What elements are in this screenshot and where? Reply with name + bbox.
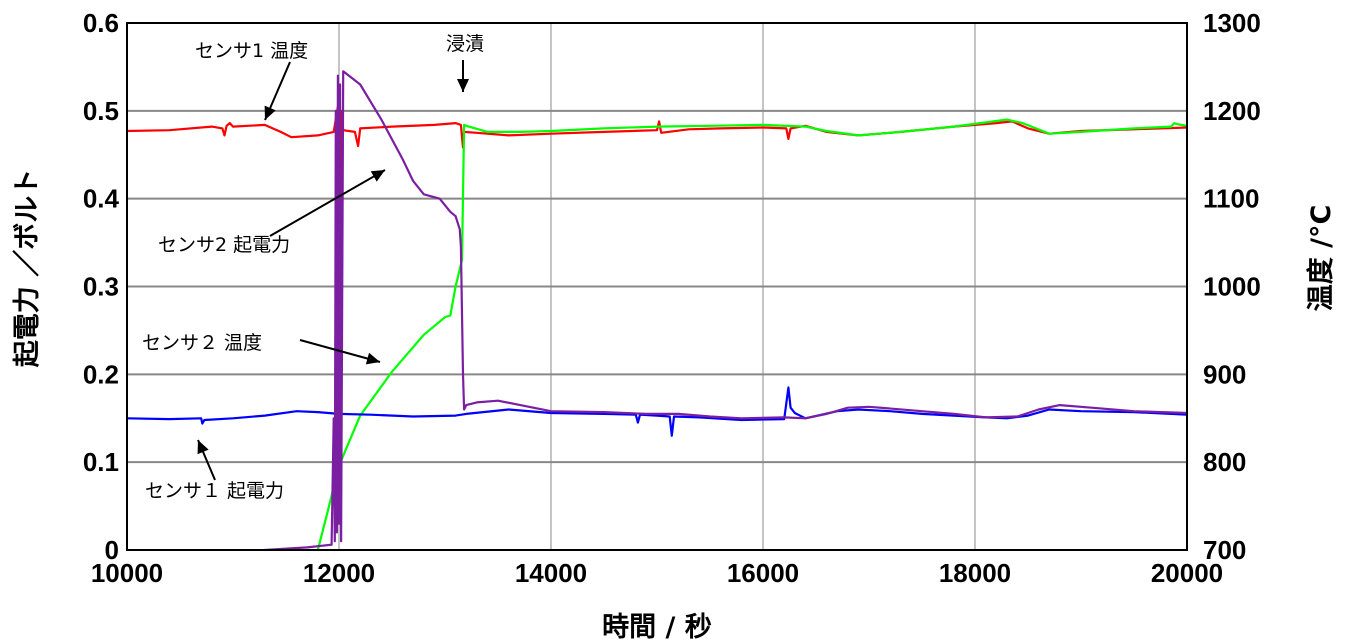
y-right-tick-label: 900 <box>1203 359 1246 389</box>
arrow-sensor1-emf <box>197 439 216 481</box>
x-tick-label: 18000 <box>939 558 1011 588</box>
x-tick-label: 10000 <box>91 558 163 588</box>
annotation-sensor2-temp: センサ２ 温度 <box>142 332 262 354</box>
annotation-sensor2-emf: センサ2 起電力 <box>158 234 290 256</box>
grid-lines <box>127 23 1187 550</box>
y-left-tick-label: 0.5 <box>83 96 119 126</box>
x-tick-label: 12000 <box>303 558 375 588</box>
y-right-tick-label: 1000 <box>1203 272 1261 302</box>
annotation-immersion: 浸漬 <box>446 33 484 55</box>
y-right-tick-label: 1200 <box>1203 96 1261 126</box>
x-axis-title: 時間 / 秒 <box>602 612 712 643</box>
y-left-tick-label: 0.4 <box>83 184 120 214</box>
y-right-tick-label: 800 <box>1203 447 1246 477</box>
x-tick-label: 20000 <box>1151 558 1223 588</box>
series-line-2 <box>126 386 1188 437</box>
tick-labels: 10000 12000 14000 16000 18000 20000 0 0.1 0.2 0.3… <box>83 8 1261 588</box>
annotations: センサ1 温度 浸漬 センサ2 起電力 センサ２ 温度 センサ１ 起電力 <box>142 33 484 502</box>
series-line-3 <box>264 70 1188 552</box>
y-axis-right-title: 温度 /°C <box>1305 205 1337 312</box>
x-tick-label: 16000 <box>727 558 799 588</box>
y-left-tick-label: 0 <box>105 535 119 565</box>
annotation-sensor1-emf: センサ１ 起電力 <box>145 480 284 502</box>
arrow-sensor2-emf <box>269 169 386 237</box>
y-left-tick-label: 0.3 <box>83 272 119 302</box>
series-line-1 <box>316 118 1188 551</box>
y-right-tick-label: 700 <box>1203 535 1246 565</box>
plot-frame <box>126 22 1188 551</box>
y-right-tick-label: 1300 <box>1203 8 1261 38</box>
annotation-sensor1-temp: センサ1 温度 <box>195 40 308 62</box>
y-left-tick-label: 0.6 <box>83 8 119 38</box>
arrow-sensor1-temp <box>264 61 291 121</box>
y-left-tick-label: 0.1 <box>83 447 119 477</box>
arrow-immersion <box>457 60 469 92</box>
arrow-sensor2-temp <box>299 339 381 365</box>
y-right-tick-label: 1100 <box>1203 184 1259 214</box>
annotation-arrows <box>197 60 469 481</box>
series-layer <box>126 70 1188 552</box>
y-left-tick-label: 0.2 <box>83 359 119 389</box>
series-line-0 <box>126 105 1188 525</box>
x-tick-label: 14000 <box>515 558 587 588</box>
y-axis-left-title: 起電力 ／ボルト <box>12 169 43 367</box>
